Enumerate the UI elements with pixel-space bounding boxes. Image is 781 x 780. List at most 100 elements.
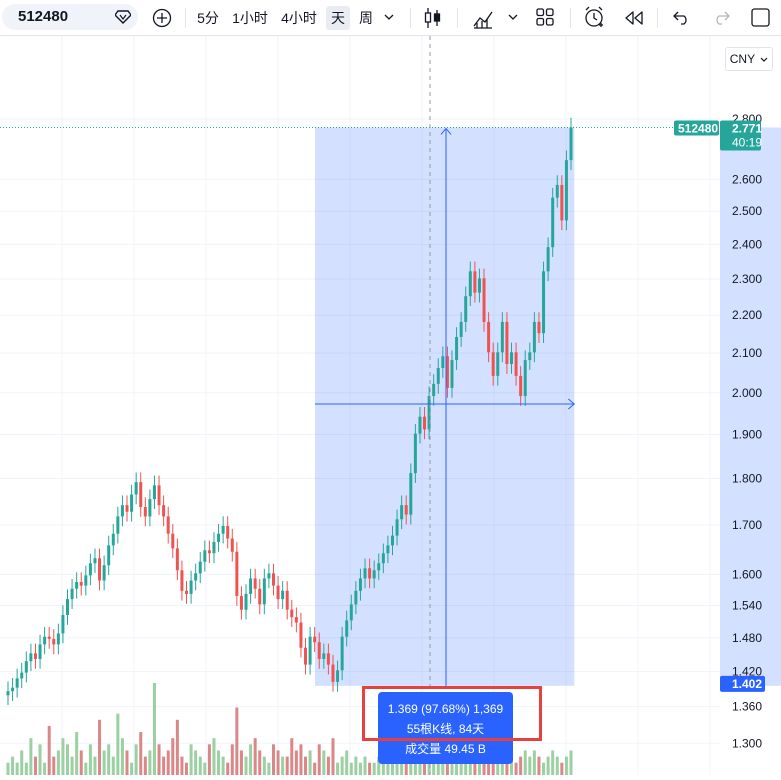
chart-pane[interactable]: 1.300 1.360 1.420 1.480 1.540 1.600 1.700 1.800… xyxy=(0,36,781,775)
candle-body xyxy=(143,507,147,517)
interval-week-button[interactable]: 周 xyxy=(359,10,373,26)
candle-body xyxy=(56,633,60,645)
candle-body xyxy=(221,525,225,534)
chevron-down-icon[interactable] xyxy=(507,12,519,22)
volume-bar xyxy=(271,744,275,775)
candle xyxy=(290,599,294,627)
volume-bar xyxy=(345,750,349,775)
price-chart[interactable]: 1.300 1.360 1.420 1.480 1.540 1.600 1.700 1.800… xyxy=(0,36,781,775)
fullscreen-icon[interactable] xyxy=(750,7,772,29)
interval-1h-button[interactable]: 1小时 xyxy=(232,10,268,26)
symbol-search[interactable]: 512480 xyxy=(2,4,138,30)
candle xyxy=(70,579,74,609)
volume-bar xyxy=(244,756,248,775)
candle-body xyxy=(560,184,564,221)
layout-grid-icon[interactable] xyxy=(535,7,555,27)
interval-day-button[interactable]: 天 xyxy=(326,6,350,30)
toolbar-divider xyxy=(657,8,658,28)
chevron-down-icon[interactable] xyxy=(383,12,395,22)
volume-bar xyxy=(340,756,344,775)
candle xyxy=(555,175,559,208)
candle xyxy=(537,312,541,344)
candle xyxy=(413,423,417,483)
candle-body xyxy=(532,321,536,353)
volume-bar xyxy=(235,707,239,775)
candle-body xyxy=(505,321,509,365)
volume-bar xyxy=(532,750,536,775)
candles-icon[interactable] xyxy=(423,6,443,30)
volume-bar xyxy=(212,738,216,775)
candle xyxy=(107,535,111,576)
candle xyxy=(244,584,248,620)
candle-body xyxy=(166,516,170,534)
candle-body xyxy=(322,653,326,659)
diamond-icon[interactable] xyxy=(115,10,131,24)
candle-body xyxy=(281,590,285,600)
volume-bar xyxy=(546,756,550,775)
candle xyxy=(52,629,56,655)
interval-5m-button[interactable]: 5分 xyxy=(197,10,219,26)
candle-body xyxy=(459,321,463,337)
candle-body xyxy=(569,127,573,161)
volume-bar xyxy=(20,750,24,775)
redo-icon[interactable] xyxy=(711,8,731,26)
interval-4h-button[interactable]: 4小时 xyxy=(281,10,317,26)
candle-body xyxy=(203,550,207,562)
candle-body xyxy=(249,578,253,594)
volume-bar xyxy=(107,744,111,775)
volume-bar xyxy=(84,762,88,775)
candle xyxy=(75,572,79,599)
symbol-price-tag xyxy=(674,120,719,136)
candle xyxy=(185,581,189,604)
undo-icon[interactable] xyxy=(672,8,692,26)
candle xyxy=(477,268,481,303)
candle-body xyxy=(299,622,303,648)
candle xyxy=(532,312,536,363)
volume-bar xyxy=(134,744,138,775)
volume-bar xyxy=(102,750,106,775)
candle-body xyxy=(185,590,189,594)
candle xyxy=(276,575,280,609)
price-tick-label: 1.480 xyxy=(732,631,762,645)
currency-selector[interactable]: CNY xyxy=(725,47,773,71)
symbol-tag-label: 512480 xyxy=(678,121,718,135)
candle-body xyxy=(198,561,202,574)
candle xyxy=(43,626,47,655)
volume-bar xyxy=(262,756,266,775)
candle-body xyxy=(102,565,106,581)
top-toolbar: 512480 5分 1小时 4小时 天 周 xyxy=(0,0,781,36)
candle-body xyxy=(175,548,179,571)
candle xyxy=(66,589,70,625)
candle-body xyxy=(317,642,321,659)
volume-bar xyxy=(445,756,449,775)
candle xyxy=(125,495,129,522)
volume-bar xyxy=(249,744,253,775)
volume-bar xyxy=(304,756,308,775)
candle xyxy=(143,497,147,527)
indicators-icon[interactable] xyxy=(472,6,494,30)
alarm-clock-icon[interactable] xyxy=(583,5,607,29)
candle xyxy=(496,342,500,386)
candle-body xyxy=(491,352,495,376)
candle xyxy=(523,350,527,406)
candle-body xyxy=(244,593,248,610)
candle-body xyxy=(528,352,532,361)
candle xyxy=(249,568,253,604)
candle xyxy=(116,506,120,544)
add-compare-icon[interactable] xyxy=(152,8,172,28)
candle-body xyxy=(125,505,129,512)
volume-bar xyxy=(203,762,207,775)
candle xyxy=(20,662,24,689)
candle xyxy=(226,516,230,549)
replay-icon[interactable] xyxy=(623,9,645,27)
volume-bar xyxy=(226,762,230,775)
candle xyxy=(377,553,381,581)
candle xyxy=(139,472,143,517)
candle-body xyxy=(390,535,394,546)
volume-bar xyxy=(564,756,568,775)
candle xyxy=(381,543,385,574)
candle xyxy=(432,374,436,406)
volume-bar xyxy=(152,683,156,775)
toolbar-divider xyxy=(570,8,571,28)
volume-bar xyxy=(354,756,358,775)
